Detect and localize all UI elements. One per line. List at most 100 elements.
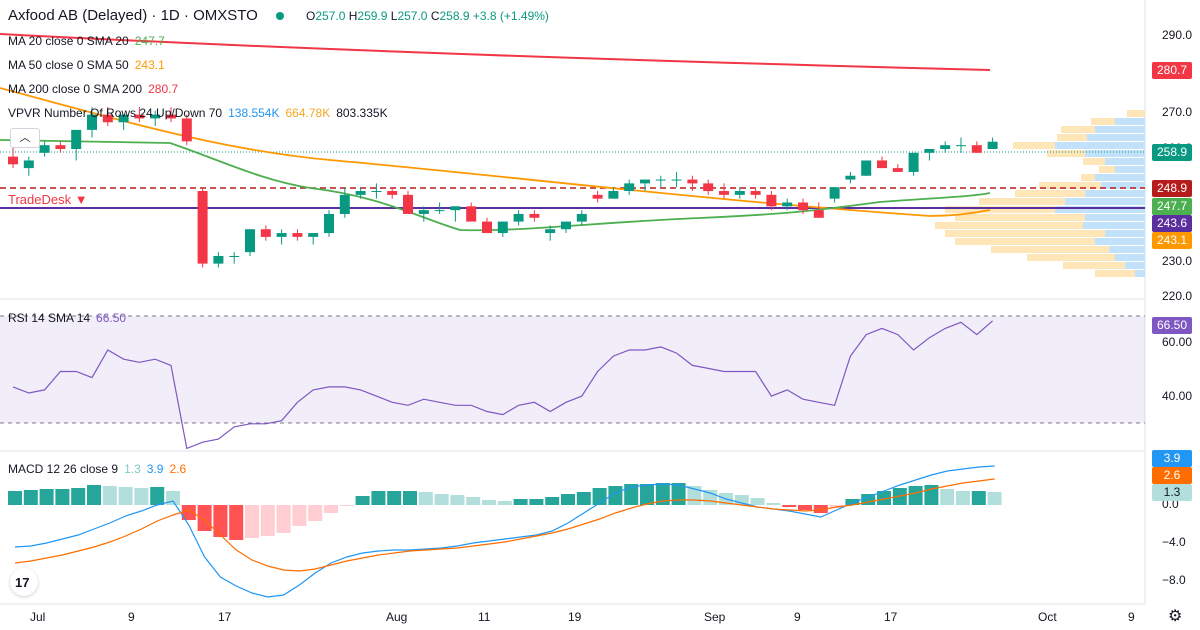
ma50-legend[interactable]: MA 50 close 0 SMA 50 243.1 — [8, 58, 171, 72]
rsi-legend[interactable]: RSI 14 SMA 14 66.50 — [8, 311, 132, 325]
close-value: 258.9 — [439, 9, 470, 23]
ma50-label: MA 50 close 0 SMA 50 — [8, 58, 129, 72]
candle-body — [55, 145, 66, 149]
macd-histogram-bar — [134, 488, 149, 505]
symbol-title[interactable]: Axfood AB (Delayed) · 1D · OMXSTO — [8, 7, 284, 24]
ma50-value: 243.1 — [134, 58, 165, 72]
ohlc-readout: O257.0 H259.9 L257.0 C258.9 +3.8 (+1.49%… — [306, 9, 549, 23]
candle-body — [750, 191, 761, 195]
vpvr-down-bar — [1081, 174, 1095, 181]
candle-body — [813, 210, 824, 218]
candle-body — [529, 213, 540, 218]
macd-histogram-bar — [118, 487, 133, 505]
settings-gear-icon[interactable]: ⚙ — [1168, 608, 1183, 625]
rsi-pane — [0, 315, 1145, 450]
candle-body — [260, 229, 271, 237]
macd-histogram-bar — [798, 505, 812, 510]
vpvr-down-bar — [1047, 150, 1085, 157]
vpvr-down-bar — [935, 222, 1083, 229]
macd-histogram-bar — [466, 497, 481, 505]
time-axis-tick: Oct — [1038, 610, 1057, 624]
candle-body — [703, 183, 714, 192]
hist-price-tag: 1.3 — [1152, 484, 1192, 501]
candle-body — [877, 160, 887, 169]
line2-price-tag: 243.6 — [1152, 215, 1192, 232]
price-axis-tick: 270.0 — [1162, 105, 1192, 119]
signal-line — [14, 478, 995, 572]
candle-body — [956, 145, 966, 147]
ma200-legend[interactable]: MA 200 close 0 SMA 200 280.7 — [8, 82, 184, 96]
candle-body — [924, 149, 935, 153]
time-axis-tick: 9 — [128, 610, 135, 624]
candle-body — [450, 206, 461, 211]
change-value: +3.8 (+1.49%) — [472, 9, 549, 23]
macd-histogram-bar — [766, 503, 781, 505]
candle-body — [655, 179, 666, 181]
candle-body — [940, 145, 951, 149]
macd-histogram-bar — [545, 497, 560, 505]
tradingview-logo-icon[interactable]: 17 — [10, 568, 38, 596]
macd-legend[interactable]: MACD 12 26 close 9 1.3 3.9 2.6 — [8, 462, 192, 476]
candle-body — [687, 179, 698, 184]
macd-histogram-bar — [434, 494, 449, 505]
candle-body — [324, 213, 334, 234]
macd-histogram-bar — [418, 492, 433, 505]
candle-body — [71, 129, 82, 149]
candle-body — [466, 206, 477, 222]
candle-body — [23, 160, 34, 169]
ma20-price-tag: 247.7 — [1152, 198, 1192, 215]
candle-body — [197, 191, 208, 264]
macd-histogram-bar — [576, 492, 591, 505]
macd-signal-value: 2.6 — [169, 462, 187, 476]
candle-body — [734, 191, 745, 195]
rsi-axis-tick: 40.00 — [1162, 389, 1192, 403]
vpvr-down-bar — [1039, 182, 1101, 189]
vpvr-down-bar — [955, 238, 1095, 245]
vpvr-up-bar — [1101, 182, 1145, 189]
vpvr-legend[interactable]: VPVR Number Of Rows 24 Up/Down 70 138.554… — [8, 106, 394, 120]
macd-histogram-bar — [529, 499, 544, 505]
candle-body — [39, 145, 50, 153]
macd-histogram-bar — [8, 491, 22, 505]
macd-histogram-bar — [750, 498, 765, 505]
macd-histogram-bar — [877, 491, 891, 505]
price-axis-tick: 220.0 — [1162, 289, 1192, 303]
ma20-legend[interactable]: MA 20 close 0 SMA 20 247.7 — [8, 34, 171, 48]
open-value: 257.0 — [315, 9, 346, 23]
collapse-legend-button[interactable]: ︿ — [10, 128, 40, 148]
time-axis-tick: Aug — [386, 610, 407, 624]
ma20-value: 247.7 — [134, 34, 165, 48]
macd-price-tag: 3.9 — [1152, 450, 1192, 467]
macd-histogram-bar — [276, 505, 291, 533]
candle-body — [102, 114, 113, 123]
candle-body — [671, 179, 682, 181]
macd-histogram-bar — [845, 499, 860, 505]
ma200-value: 280.7 — [148, 82, 179, 96]
macd-label: MACD 12 26 close 9 — [8, 462, 119, 476]
vpvr-down-bar — [1095, 270, 1135, 277]
macd-histogram-bar — [640, 484, 654, 505]
macd-histogram-bar — [387, 491, 402, 505]
macd-histogram-bar — [734, 495, 749, 505]
vpvr-up-bar — [1135, 270, 1145, 277]
svg-text:17: 17 — [15, 575, 29, 590]
lines-layer — [0, 33, 1145, 232]
macd-histogram-bar — [403, 491, 417, 505]
macd-histogram-bar — [987, 492, 1002, 505]
candle-body — [640, 179, 650, 184]
candle-body — [624, 183, 635, 192]
candles-layer — [8, 106, 998, 268]
vpvr-total-value: 803.335K — [336, 106, 388, 120]
vpvr-down-value: 664.78K — [285, 106, 331, 120]
vpvr-down-bar — [1127, 110, 1145, 117]
macd-histogram-bar — [181, 505, 196, 520]
candle-body — [798, 202, 808, 211]
price-axis-tick: 290.0 — [1162, 28, 1192, 42]
tradedesk-label[interactable]: TradeDesk ▼ — [8, 192, 88, 207]
macd-histogram-bar — [355, 496, 370, 505]
vpvr-up-bar — [1065, 198, 1145, 205]
macd-histogram-bar — [497, 501, 512, 505]
vpvr-down-bar — [1015, 190, 1085, 197]
